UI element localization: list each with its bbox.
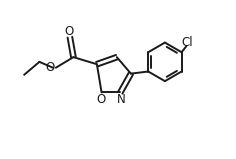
Text: O: O <box>65 25 74 38</box>
Text: O: O <box>97 93 106 106</box>
Text: N: N <box>116 93 125 106</box>
Text: Cl: Cl <box>181 36 193 49</box>
Text: O: O <box>46 61 55 74</box>
